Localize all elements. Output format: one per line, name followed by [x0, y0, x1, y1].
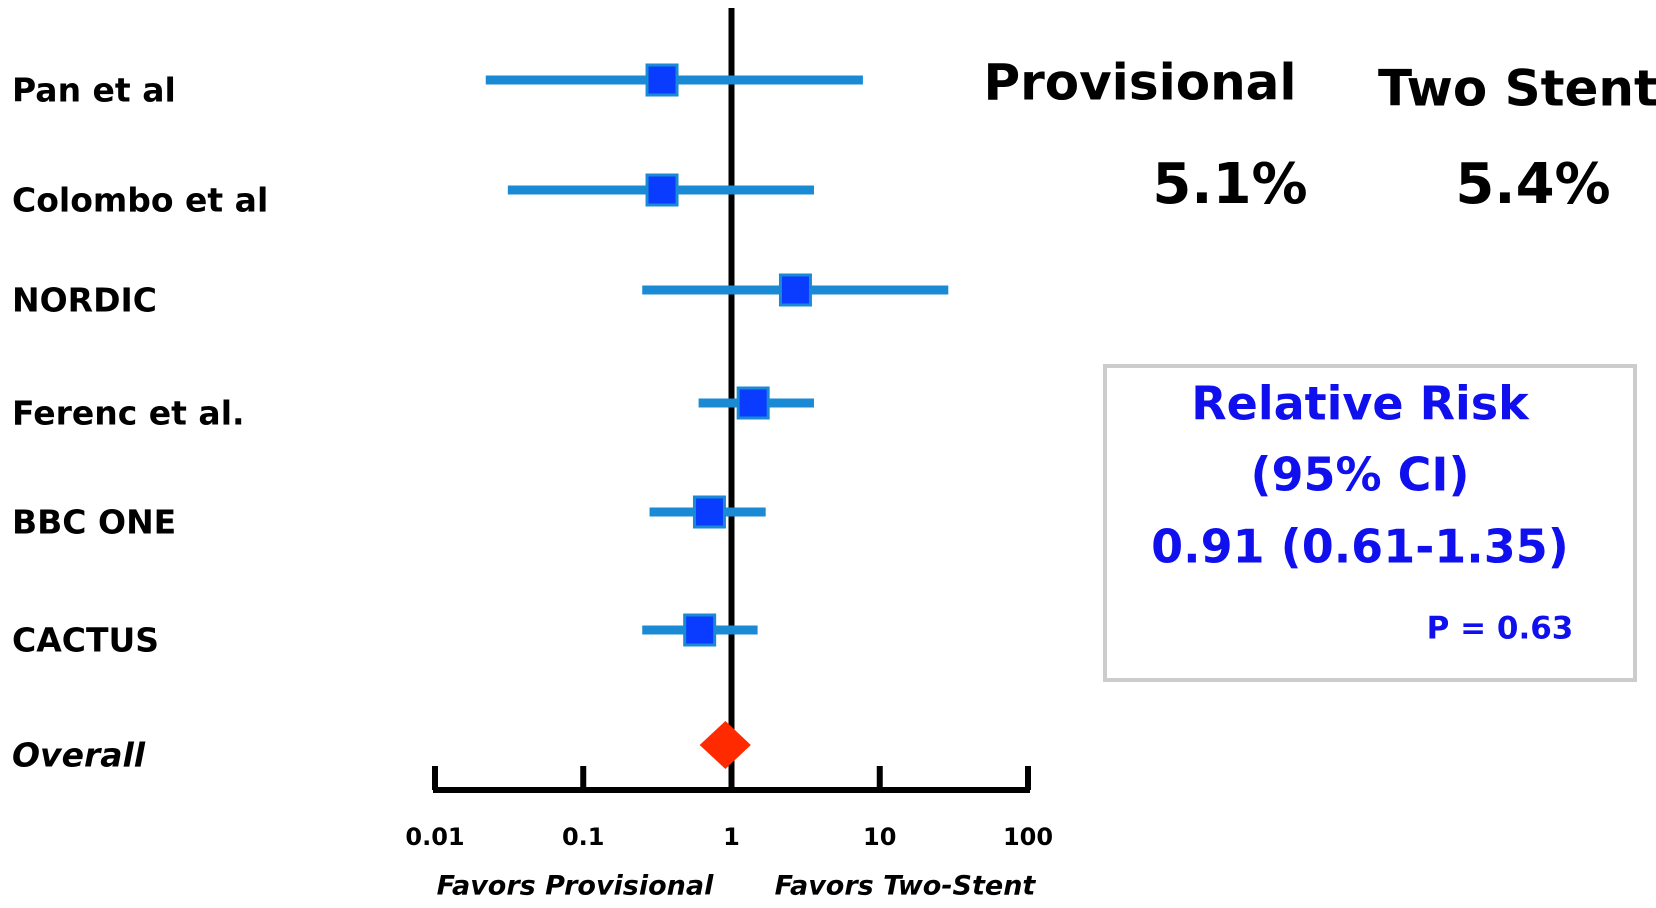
- overall-diamond: [699, 721, 751, 769]
- x-tick-label: 10: [863, 823, 896, 851]
- point-estimate: [645, 173, 679, 207]
- rate-header: Two Stent: [1378, 60, 1656, 118]
- x-tick-label: 0.1: [562, 823, 605, 851]
- point-estimate: [692, 495, 726, 529]
- rate-value: 5.1%: [1152, 152, 1307, 217]
- point-estimate: [736, 386, 770, 420]
- point-estimate: [778, 273, 812, 307]
- summary-title: Relative Risk: [1191, 377, 1530, 431]
- study-label: NORDIC: [12, 281, 157, 320]
- rate-value: 5.4%: [1455, 152, 1610, 217]
- summary-subtitle: (95% CI): [1250, 448, 1469, 502]
- study-label: BBC ONE: [12, 503, 176, 542]
- study-label: Ferenc et al.: [12, 394, 245, 433]
- x-label: Favors Two-Stent: [775, 871, 1037, 902]
- study-label: Pan et al: [12, 71, 176, 110]
- study-label: CACTUS: [12, 621, 159, 660]
- p-value: P = 0.63: [1427, 611, 1574, 647]
- x-tick-label: 0.01: [405, 823, 464, 851]
- study-label: Colombo et al: [12, 181, 268, 220]
- point-estimate: [645, 63, 679, 97]
- study-label: Overall: [12, 736, 146, 775]
- x-label: Favors Provisional: [437, 871, 714, 902]
- point-estimate: [683, 613, 717, 647]
- summary-estimate: 0.91 (0.61-1.35): [1151, 520, 1569, 574]
- x-tick-label: 100: [1003, 823, 1053, 851]
- x-tick-label: 1: [723, 823, 740, 851]
- summary-box: [1103, 364, 1637, 682]
- rate-header: Provisional: [983, 54, 1296, 112]
